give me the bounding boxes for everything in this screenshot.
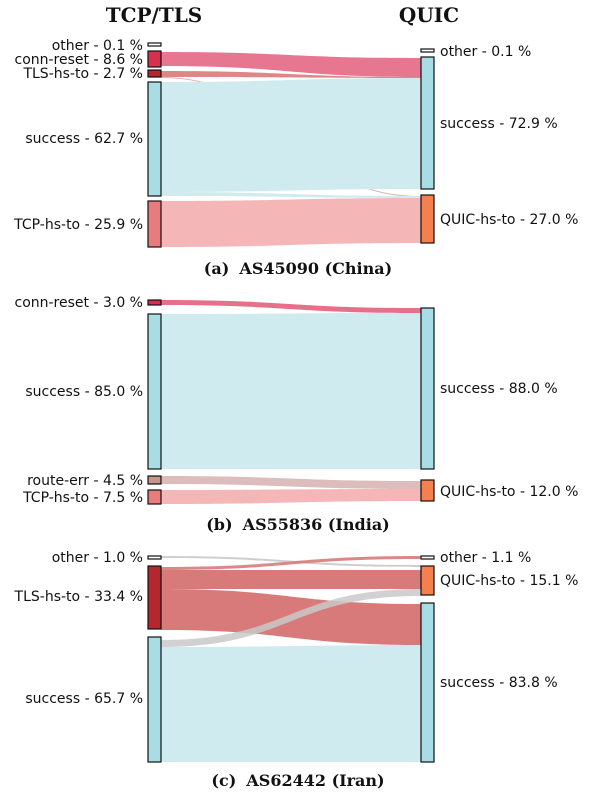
flow-c-tls-hs-to-to-other — [161, 556, 421, 570]
label-c-left-other: other - 1.0 % — [52, 550, 143, 566]
node-a-left-tcp-hs-to — [147, 200, 162, 248]
caption-b: (b) AS55836 (India) — [206, 515, 390, 534]
label-a-right-success: success - 72.9 % — [440, 116, 558, 132]
label-c-left-success: success - 65.7 % — [25, 691, 143, 707]
node-a-left-success — [147, 81, 162, 197]
quic-column-header: QUIC — [399, 3, 459, 27]
node-c-right-success — [420, 602, 435, 763]
label-a-left-tls-hs-to: TLS-hs-to - 2.7 % — [22, 66, 143, 82]
flow-b-route-err-to-quic-hs-to — [161, 476, 421, 489]
flow-b-tcp-hs-to-to-quic-hs-to — [161, 489, 421, 504]
node-b-right-quic-hs-to — [420, 479, 435, 502]
caption-a-text: AS45090 (China) — [238, 259, 392, 278]
flow-a-success-to-success — [161, 78, 421, 192]
label-b-left-conn-reset: conn-reset - 3.0 % — [15, 295, 144, 311]
flow-a-success-to-quic-hs-to — [161, 192, 421, 198]
flow-a-tls-hs-to-to-success — [161, 71, 421, 78]
node-a-right-success — [420, 56, 435, 190]
label-c-right-other: other - 1.1 % — [440, 550, 531, 566]
label-b-right-quic-hs-to: QUIC-hs-to - 12.0 % — [440, 484, 578, 500]
flow-b-conn-reset-to-success — [161, 300, 421, 313]
flow-c-success-to-quic-hs-to — [161, 589, 421, 647]
node-b-left-route-err — [147, 475, 162, 485]
caption-b-text: AS55836 (India) — [242, 515, 390, 534]
label-a-right-other: other - 0.1 % — [440, 44, 531, 60]
label-b-left-success: success - 85.0 % — [25, 384, 143, 400]
label-a-left-other: other - 0.1 % — [52, 38, 143, 54]
node-c-right-quic-hs-to — [420, 565, 435, 596]
panel-b-india: conn-reset - 3.0 % success - 85.0 % rout… — [15, 295, 579, 534]
label-a-left-tcp-hs-to: TCP-hs-to - 25.9 % — [13, 217, 143, 233]
caption-a: (a) AS45090 (China) — [204, 259, 392, 278]
node-c-left-tls-hs-to — [147, 565, 162, 630]
node-a-right-other — [420, 48, 435, 53]
flow-c-success-to-success — [161, 645, 421, 762]
node-c-left-other — [147, 555, 162, 560]
flow-a-conn-reset-to-success — [161, 52, 421, 77]
panel-a-china: other - 0.1 % conn-reset - 8.6 % TLS-hs-… — [13, 38, 578, 278]
label-b-left-tcp-hs-to: TCP-hs-to - 7.5 % — [22, 490, 143, 506]
flow-b-success-to-success — [161, 313, 421, 469]
panel-c-iran: other - 1.0 % TLS-hs-to - 33.4 % success… — [14, 550, 579, 790]
caption-a-tag: (a) — [204, 259, 230, 278]
label-b-left-route-err: route-err - 4.5 % — [27, 473, 143, 489]
node-b-right-success — [420, 307, 435, 470]
tcp-tls-column-header: TCP/TLS — [106, 3, 203, 27]
caption-c: (c) AS62442 (Iran) — [211, 771, 384, 790]
flow-a-tcp-hs-to-to-quic-hs-to — [161, 198, 421, 247]
label-b-right-success: success - 88.0 % — [440, 381, 558, 397]
flow-c-tls-hs-to-to-quic-hs-to — [161, 570, 421, 589]
caption-c-text: AS62442 (Iran) — [245, 771, 384, 790]
caption-b-tag: (b) — [206, 515, 232, 534]
label-c-right-quic-hs-to: QUIC-hs-to - 15.1 % — [440, 573, 578, 589]
node-c-left-success — [147, 636, 162, 763]
label-a-left-conn-reset: conn-reset - 8.6 % — [15, 52, 144, 68]
node-b-left-success — [147, 313, 162, 470]
label-a-left-success: success - 62.7 % — [25, 131, 143, 147]
node-a-right-quic-hs-to — [420, 194, 435, 244]
label-c-right-success: success - 83.8 % — [440, 675, 558, 691]
label-c-left-tls-hs-to: TLS-hs-to - 33.4 % — [14, 589, 143, 605]
node-a-left-conn-reset — [147, 50, 162, 68]
node-b-left-conn-reset — [147, 299, 162, 306]
caption-c-tag: (c) — [211, 771, 236, 790]
node-a-left-other — [147, 42, 162, 47]
node-a-left-tls-hs-to — [147, 69, 162, 78]
node-c-right-other — [420, 555, 435, 560]
node-b-left-tcp-hs-to — [147, 489, 162, 505]
label-a-right-quic-hs-to: QUIC-hs-to - 27.0 % — [440, 212, 578, 228]
